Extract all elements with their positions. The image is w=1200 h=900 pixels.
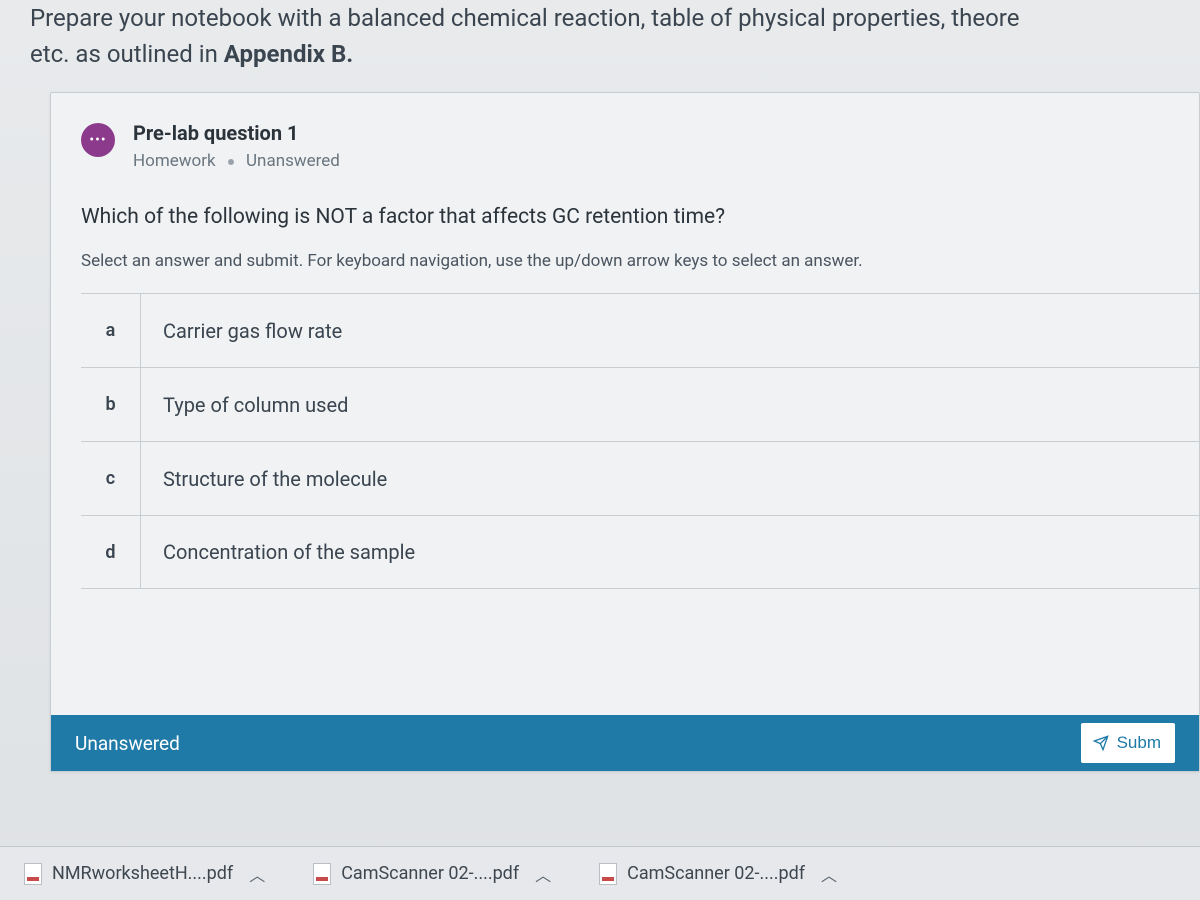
question-subtitle: Homework Unanswered	[133, 151, 1169, 171]
question-status: Unanswered	[246, 151, 340, 171]
option-d[interactable]: d Concentration of the sample	[81, 515, 1199, 589]
question-title: Pre-lab question 1	[133, 121, 1169, 145]
question-titles: Pre-lab question 1 Homework Unanswered	[133, 121, 1169, 171]
chevron-up-icon[interactable]: ︿	[249, 862, 265, 886]
intro-paragraph: Prepare your notebook with a balanced ch…	[0, 0, 1200, 92]
option-text: Type of column used	[141, 368, 1199, 441]
send-icon	[1093, 735, 1109, 751]
download-item[interactable]: CamScanner 02-....pdf ︿	[585, 856, 851, 892]
pdf-file-icon	[24, 863, 42, 885]
question-card: ••• Pre-lab question 1 Homework Unanswer…	[50, 92, 1200, 772]
chevron-up-icon[interactable]: ︿	[821, 862, 837, 886]
download-filename: NMRworksheetH....pdf	[52, 863, 233, 884]
question-header: ••• Pre-lab question 1 Homework Unanswer…	[51, 93, 1199, 187]
option-c[interactable]: c Structure of the molecule	[81, 441, 1199, 515]
submit-button-label: Subm	[1117, 733, 1161, 753]
option-text: Structure of the molecule	[141, 442, 1199, 515]
browser-download-bar: NMRworksheetH....pdf ︿ CamScanner 02-...…	[0, 846, 1200, 900]
option-text: Carrier gas flow rate	[141, 294, 1199, 367]
pdf-file-icon	[599, 863, 617, 885]
question-category: Homework	[133, 151, 216, 171]
option-letter: a	[81, 294, 141, 367]
option-letter: c	[81, 442, 141, 515]
intro-line-2-prefix: etc. as outlined in	[30, 40, 224, 68]
question-instructions: Select an answer and submit. For keyboar…	[51, 237, 1199, 293]
separator-dot-icon	[228, 159, 234, 165]
option-text: Concentration of the sample	[141, 516, 1199, 588]
download-filename: CamScanner 02-....pdf	[627, 863, 805, 884]
download-item[interactable]: NMRworksheetH....pdf ︿	[10, 856, 279, 892]
question-status-bar: Unanswered Subm	[51, 715, 1199, 771]
status-bar-text: Unanswered	[75, 732, 1081, 755]
option-letter: b	[81, 368, 141, 441]
option-b[interactable]: b Type of column used	[81, 367, 1199, 441]
question-type-icon: •••	[81, 123, 115, 157]
download-item[interactable]: CamScanner 02-....pdf ︿	[299, 856, 565, 892]
submit-button[interactable]: Subm	[1081, 723, 1175, 763]
page-background: Prepare your notebook with a balanced ch…	[0, 0, 1200, 900]
option-letter: d	[81, 516, 141, 588]
option-a[interactable]: a Carrier gas flow rate	[81, 293, 1199, 367]
ellipsis-icon: •••	[89, 133, 106, 147]
question-prompt: Which of the following is NOT a factor t…	[51, 187, 1199, 237]
chevron-up-icon[interactable]: ︿	[535, 862, 551, 886]
intro-line-1: Prepare your notebook with a balanced ch…	[30, 4, 1019, 32]
options-list: a Carrier gas flow rate b Type of column…	[51, 293, 1199, 589]
intro-appendix-bold: Appendix B.	[224, 40, 353, 68]
download-filename: CamScanner 02-....pdf	[341, 863, 519, 884]
pdf-file-icon	[313, 863, 331, 885]
